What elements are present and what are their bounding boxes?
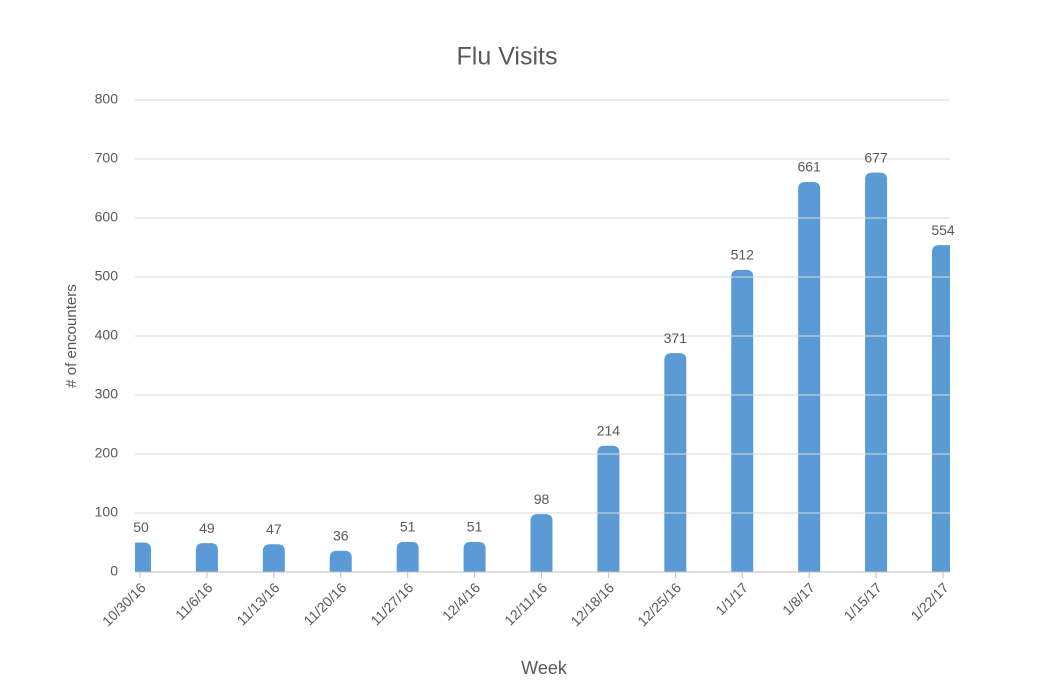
x-tick-label: 10/30/16 bbox=[99, 579, 149, 629]
data-label: 51 bbox=[400, 519, 416, 535]
x-tick-label: 11/13/16 bbox=[233, 579, 282, 628]
data-label: 661 bbox=[797, 159, 821, 175]
bar bbox=[530, 514, 553, 572]
data-label: 214 bbox=[597, 422, 621, 438]
data-label: 51 bbox=[467, 519, 483, 535]
x-tick-label: 1/8/17 bbox=[779, 579, 818, 618]
data-label: 512 bbox=[731, 247, 755, 263]
y-tick-label: 500 bbox=[95, 268, 119, 284]
bar bbox=[597, 445, 620, 572]
data-label: 47 bbox=[266, 521, 282, 537]
data-label: 49 bbox=[199, 520, 215, 536]
x-axis-label: Week bbox=[521, 658, 568, 678]
data-label: 36 bbox=[333, 527, 349, 543]
bar bbox=[195, 543, 218, 572]
y-tick-label: 400 bbox=[95, 327, 119, 343]
x-tick-label: 11/20/16 bbox=[300, 579, 349, 628]
x-tick-label: 1/1/17 bbox=[712, 579, 751, 618]
data-label: 98 bbox=[534, 491, 550, 507]
bar bbox=[463, 541, 486, 572]
x-tick-label: 11/27/16 bbox=[367, 579, 416, 628]
bar bbox=[731, 269, 754, 572]
bar bbox=[329, 550, 352, 572]
data-label: 50 bbox=[133, 519, 149, 535]
bar bbox=[396, 541, 419, 572]
data-label: 677 bbox=[864, 149, 888, 165]
bar bbox=[798, 182, 821, 572]
plot-area bbox=[135, 172, 950, 572]
x-tick-label: 12/25/16 bbox=[634, 579, 684, 629]
x-tick-label: 12/4/16 bbox=[439, 579, 483, 623]
x-tick-label: 12/11/16 bbox=[501, 579, 550, 628]
y-tick-label: 600 bbox=[95, 209, 119, 225]
data-label: 371 bbox=[664, 330, 688, 346]
x-tick-label: 11/6/16 bbox=[172, 579, 216, 623]
x-tick-label: 12/18/16 bbox=[567, 579, 617, 629]
bar bbox=[262, 544, 285, 572]
y-tick-label: 300 bbox=[95, 386, 119, 402]
y-tick-label: 0 bbox=[110, 563, 118, 579]
x-tick-label: 1/15/17 bbox=[840, 579, 884, 623]
data-label: 554 bbox=[931, 222, 955, 238]
bar bbox=[135, 542, 151, 572]
y-axis-label: # of encounters bbox=[63, 284, 80, 387]
y-tick-label: 700 bbox=[95, 150, 119, 166]
y-tick-label: 800 bbox=[95, 91, 119, 107]
y-tick-label: 100 bbox=[95, 504, 119, 520]
bar bbox=[865, 172, 888, 572]
bar bbox=[664, 353, 687, 572]
y-tick-label: 200 bbox=[95, 445, 119, 461]
x-tick-label: 1/22/17 bbox=[907, 579, 951, 623]
chart-title: Flu Visits bbox=[457, 43, 558, 71]
bar bbox=[932, 245, 950, 572]
